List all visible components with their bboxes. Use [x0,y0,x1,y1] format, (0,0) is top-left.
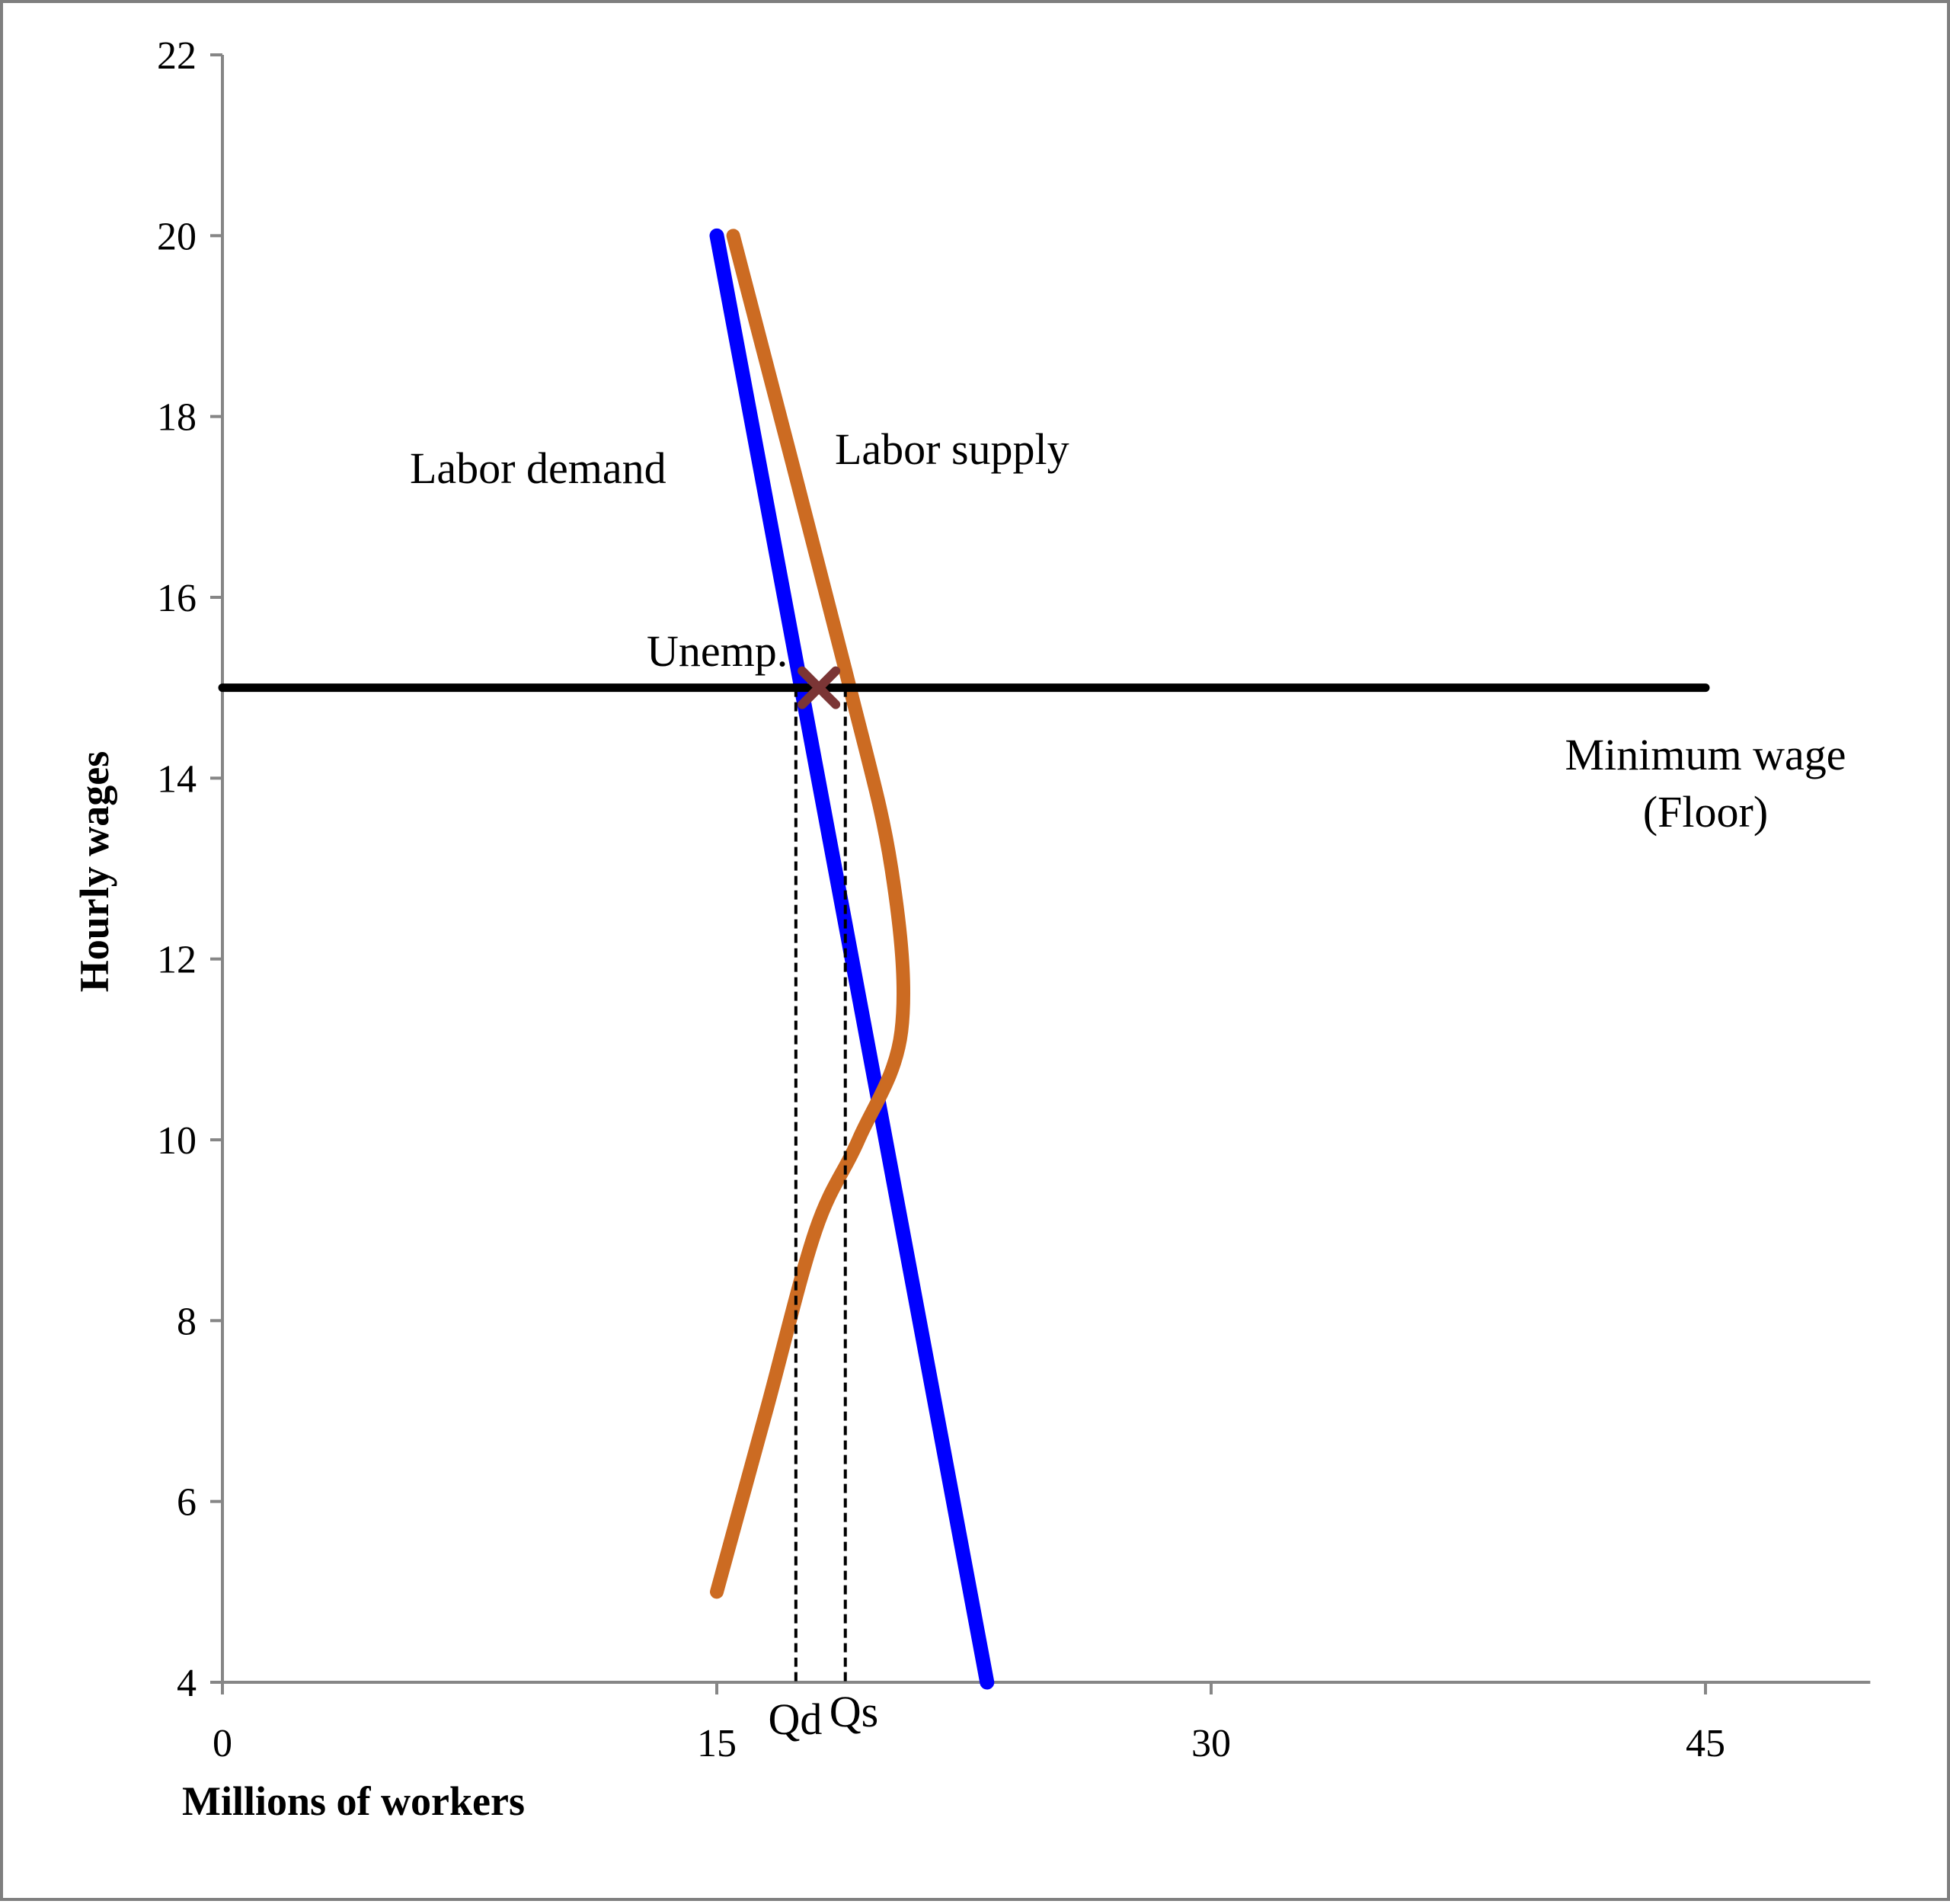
y-tick-label: 22 [157,34,197,78]
y-tick-label: 6 [177,1481,197,1525]
unemployment-label: Unemp. [647,626,788,676]
labor-demand-line [709,228,995,1690]
y-tick-label: 16 [157,577,197,620]
y-tick-label: 10 [157,1119,197,1163]
labor-supply-label: Labor supply [835,424,1069,474]
minimum-wage-label: Minimum wage [1565,730,1846,779]
equilibrium-x-marker [798,666,841,709]
axes [210,53,1871,1694]
y-axis-title: Hourly wages [72,751,117,993]
y-tick-label: 4 [177,1662,197,1705]
x-tick-label: 30 [1191,1722,1231,1765]
labor-supply-line [710,229,911,1599]
x-axis-title: Millions of workers [182,1778,525,1824]
y-tick-label: 20 [157,215,197,258]
x-tick-label: 15 [697,1722,737,1765]
y-tick-label: 8 [177,1300,197,1343]
tick-labels: 4 6 8 10 12 14 16 18 20 22 0 15 30 45 [157,34,1725,1765]
y-tick-label: 14 [157,757,197,801]
y-tick-label: 18 [157,396,197,440]
x-tick-label: 0 [213,1722,232,1765]
labor-market-chart: 4 6 8 10 12 14 16 18 20 22 0 15 30 45 Hourly wages Mi… [72,34,1871,1824]
floor-label: (Floor) [1643,787,1768,837]
y-tick-label: 12 [157,939,197,982]
labor-demand-label: Labor demand [410,443,667,493]
qs-label: Qs [830,1687,878,1736]
series-layer [218,228,1710,1690]
x-marker-stroke [798,666,841,709]
x-tick-label: 45 [1686,1722,1725,1765]
qd-label: Qd [769,1694,823,1744]
guide-lines [794,666,847,1682]
